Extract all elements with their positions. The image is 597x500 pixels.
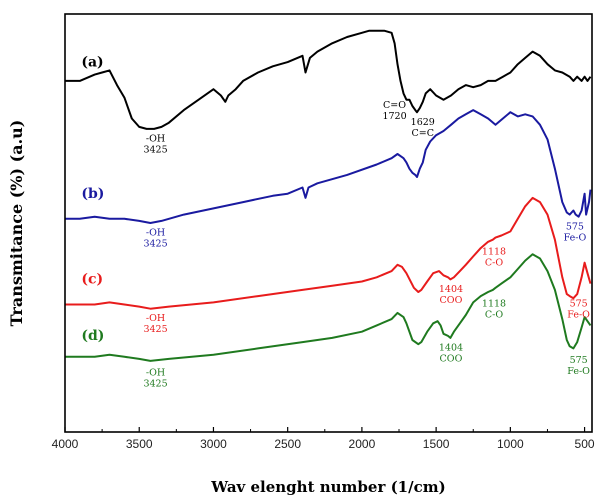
series-line-b [65, 109, 592, 224]
peak-annotation: 575 Fe-O [567, 355, 590, 377]
curve-label: (a) [81, 54, 103, 70]
peak-annotation: 1404 COO [439, 284, 463, 306]
curve-label: (b) [81, 186, 104, 202]
curve-label: (c) [81, 272, 103, 288]
peak-annotation: 1404 COO [439, 342, 463, 364]
peak-annotation: 575 Fe-O [564, 221, 587, 243]
x-tick-label: 2000 [349, 437, 376, 451]
x-tick-label: 4000 [52, 437, 79, 451]
peak-annotation: -OH 3425 [143, 368, 167, 390]
x-tick-label: 500 [575, 437, 595, 451]
x-tick-label: 3500 [126, 437, 153, 451]
x-tick-group: 4000 3500 3000 2500 2000 1500 1000 500 [52, 427, 595, 451]
curve-label: (d) [81, 328, 104, 344]
peak-annotation: -OH 3425 [143, 133, 167, 155]
plot-frame [64, 13, 593, 433]
y-axis-label: Transmitance (%) (a.u) [7, 120, 26, 327]
series-line-a [65, 29, 592, 130]
peak-annotation: -OH 3425 [143, 313, 167, 335]
x-tick-label: 1500 [423, 437, 450, 451]
x-tick-label: 3000 [200, 437, 227, 451]
series-line-d [65, 253, 592, 362]
peak-annotation: 1629 C=C [411, 117, 435, 139]
x-tick-label: 2500 [274, 437, 301, 451]
peak-annotation: 1118 C-O [482, 246, 506, 268]
peak-annotation: 1118 C-O [482, 299, 506, 321]
series-group [65, 29, 592, 362]
peak-annotation: -OH 3425 [143, 228, 167, 250]
peak-annotation: C=O 1720 [382, 100, 406, 122]
peak-annotation: 575 Fe-O [567, 299, 590, 321]
x-axis-label: Wav elenght number (1/cm) [210, 478, 445, 496]
curve-label-group: (a) (b) (c) (d) [81, 54, 104, 344]
series-line-c [65, 196, 592, 310]
x-tick-label: 1000 [497, 437, 524, 451]
